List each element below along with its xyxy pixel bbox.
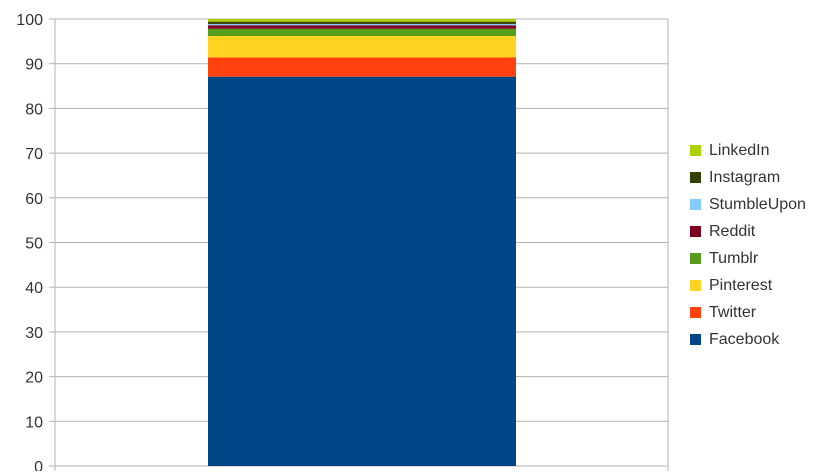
- legend-swatch: [690, 226, 701, 237]
- y-tick-label: 10: [25, 414, 43, 431]
- legend-swatch: [690, 280, 701, 291]
- bar-segment-linkedin: [208, 19, 516, 22]
- y-tick-label: 100: [16, 12, 43, 29]
- legend-item-facebook: Facebook: [690, 326, 819, 353]
- legend-label: Tumblr: [709, 249, 759, 267]
- legend-item-instagram: Instagram: [690, 164, 819, 191]
- legend-label: StumbleUpon: [709, 195, 806, 213]
- bar-segment-stumbleupon: [208, 23, 516, 26]
- legend-swatch: [690, 334, 701, 345]
- y-tick-label: 70: [25, 146, 43, 163]
- legend-label: Reddit: [709, 222, 756, 240]
- axes: [49, 18, 669, 472]
- legend-swatch: [690, 307, 701, 318]
- y-tick-label: 20: [25, 370, 43, 387]
- y-tick-label: 40: [25, 280, 43, 297]
- legend-swatch: [690, 172, 701, 183]
- legend-label: Twitter: [709, 303, 757, 321]
- y-tick-label: 60: [25, 191, 43, 208]
- bar-segment-twitter: [208, 57, 516, 77]
- legend-swatch: [690, 253, 701, 264]
- bar-segment-reddit: [208, 25, 516, 29]
- legend-swatch: [690, 145, 701, 156]
- legend-item-pinterest: Pinterest: [690, 272, 819, 299]
- legend-label: LinkedIn: [709, 141, 770, 159]
- bar-segment-facebook: [208, 76, 516, 467]
- legend-item-reddit: Reddit: [690, 218, 819, 245]
- y-tick-labels: 0 10 20 30 40 50 60 70 80 90 100: [16, 12, 43, 476]
- y-tick-label: 80: [25, 101, 43, 118]
- y-tick-label: 90: [25, 57, 43, 74]
- legend-label: Pinterest: [709, 276, 773, 294]
- legend-item-stumbleupon: StumbleUpon: [690, 191, 819, 218]
- bar-segment-tumblr: [208, 28, 516, 36]
- bar-segment-instagram: [208, 21, 516, 24]
- bars: [208, 19, 516, 467]
- y-tick-label: 30: [25, 325, 43, 342]
- bar-segment-pinterest: [208, 35, 516, 58]
- legend-label: Instagram: [709, 168, 781, 186]
- legend-swatch: [690, 199, 701, 210]
- legend-item-twitter: Twitter: [690, 299, 819, 326]
- chart-legend: LinkedIn Instagram StumbleUpon Reddit Tumblr…: [690, 137, 819, 353]
- y-tick-label: 50: [25, 236, 43, 253]
- y-tick-label: 0: [34, 459, 43, 471]
- legend-label: Facebook: [709, 330, 780, 348]
- legend-item-linkedin: LinkedIn: [690, 137, 819, 164]
- legend-item-tumblr: Tumblr: [690, 245, 819, 272]
